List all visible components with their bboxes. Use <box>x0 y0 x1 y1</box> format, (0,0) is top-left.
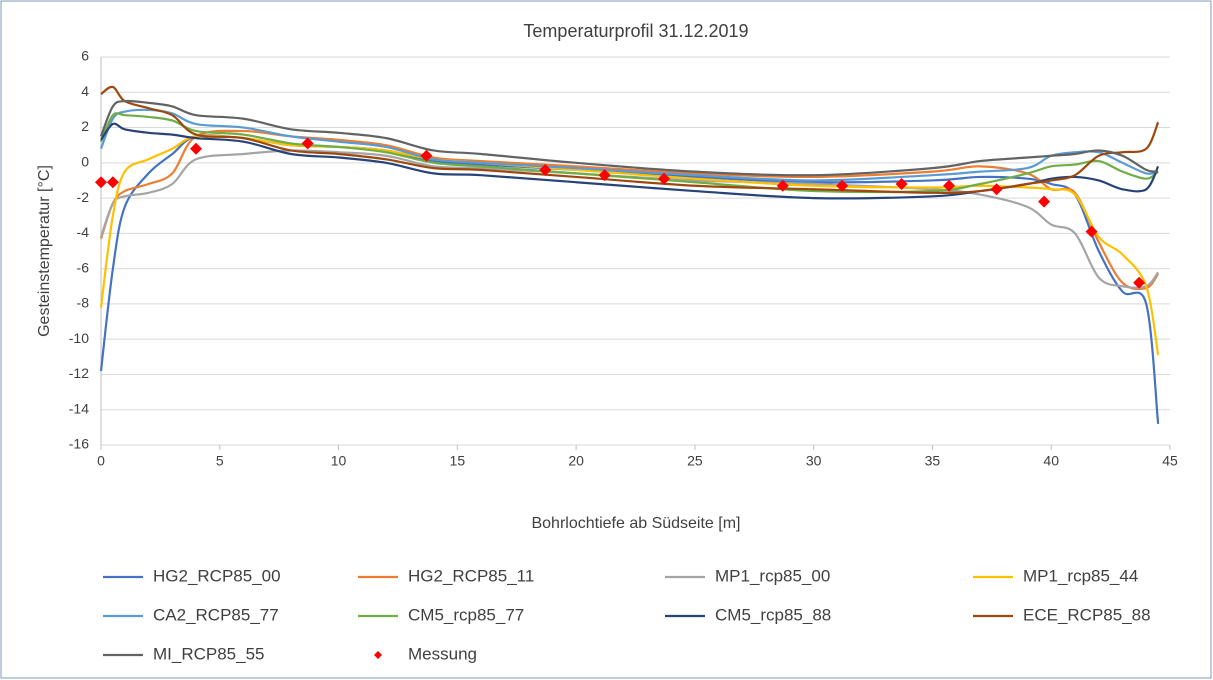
y-tick-label: -2 <box>77 189 90 205</box>
legend-label: ECE_RCP85_88 <box>1023 605 1151 624</box>
series-line <box>99 108 1159 182</box>
x-tick-label: 30 <box>806 453 822 469</box>
data-point <box>1038 195 1051 208</box>
data-point <box>190 142 203 155</box>
x-tick-label: 40 <box>1043 453 1059 469</box>
x-tick-label: 5 <box>216 453 224 469</box>
x-tick-label: 35 <box>925 453 941 469</box>
y-tick-label: -16 <box>69 436 89 452</box>
y-tick-label: 0 <box>81 154 89 170</box>
series-line <box>99 129 1160 291</box>
x-tick-label: 10 <box>331 453 347 469</box>
x-tick-label: 15 <box>450 453 466 469</box>
data-point <box>1085 225 1098 238</box>
legend-label: MP1_rcp85_00 <box>715 566 830 585</box>
data-point <box>990 183 1003 196</box>
x-tick-label: 0 <box>97 453 105 469</box>
legend-label: MI_RCP85_55 <box>153 644 265 663</box>
y-tick-label: 6 <box>81 48 89 64</box>
x-tick-label: 25 <box>687 453 703 469</box>
x-axis-label: Bohrlochtiefe ab Südseite [m] <box>531 515 740 532</box>
legend-label: HG2_RCP85_00 <box>153 566 281 585</box>
data-point <box>420 149 433 162</box>
data-point <box>895 177 908 190</box>
data-point <box>658 172 671 185</box>
series-line <box>100 85 1160 194</box>
legend-label: CA2_RCP85_77 <box>153 605 279 624</box>
x-tick-label: 20 <box>568 453 584 469</box>
series-line <box>99 112 1159 194</box>
legend-label: Messung <box>408 644 477 663</box>
data-point <box>106 176 119 189</box>
y-tick-label: -8 <box>77 295 90 311</box>
y-tick-label: 2 <box>81 118 89 134</box>
legend-label: HG2_RCP85_11 <box>408 566 534 585</box>
legend-marker <box>374 651 382 659</box>
y-axis-label: Gesteinstemperatur [°C] <box>36 165 53 337</box>
chart-title: Temperaturprofil 31.12.2019 <box>523 21 748 41</box>
data-point <box>776 179 789 192</box>
series-line <box>99 134 1160 356</box>
y-tick-label: -6 <box>77 259 90 275</box>
series-line <box>100 122 1160 200</box>
y-tick-label: -14 <box>69 400 89 416</box>
data-point <box>836 179 849 192</box>
legend-label: CM5_rcp85_77 <box>408 605 524 624</box>
x-tick-label: 45 <box>1162 453 1178 469</box>
data-point <box>598 169 611 182</box>
y-tick-label: 4 <box>81 83 89 99</box>
legend-label: MP1_rcp85_44 <box>1023 566 1138 585</box>
series-line <box>99 99 1159 177</box>
legend-label: CM5_rcp85_88 <box>715 605 831 624</box>
data-point <box>301 137 314 150</box>
data-point <box>539 163 552 176</box>
data-point <box>95 176 107 189</box>
data-point <box>1133 276 1146 289</box>
y-tick-label: -4 <box>77 224 90 240</box>
y-tick-label: -12 <box>69 365 89 381</box>
data-point <box>943 179 956 192</box>
y-tick-label: -10 <box>69 330 89 346</box>
